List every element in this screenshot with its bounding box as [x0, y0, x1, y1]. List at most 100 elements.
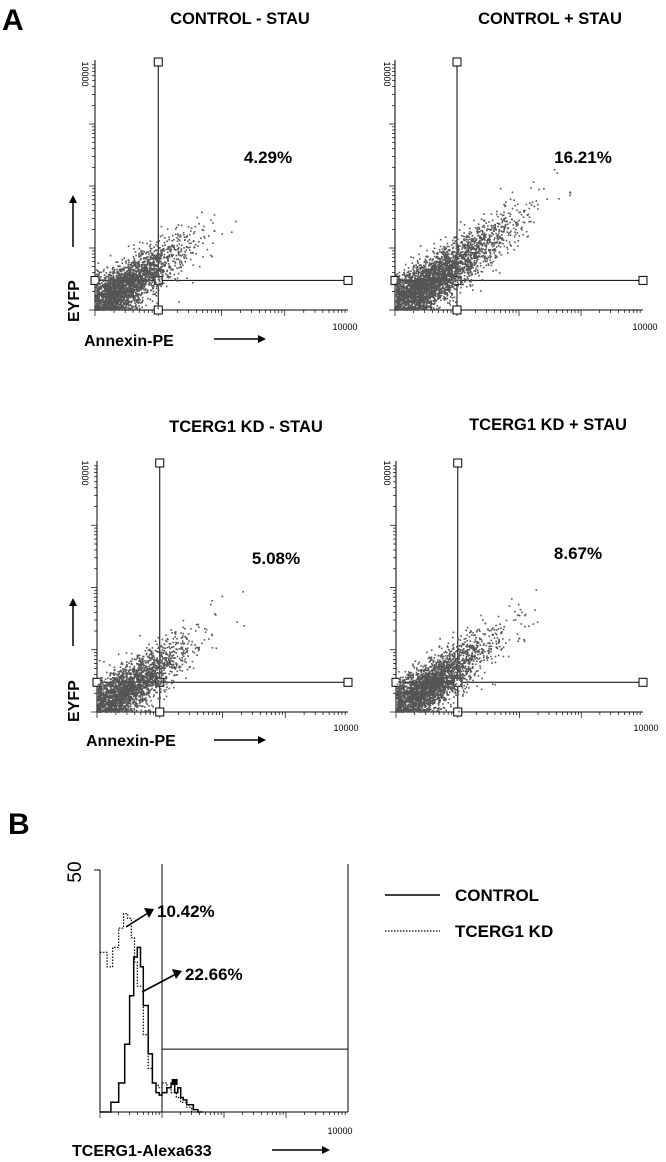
event-dot	[143, 267, 145, 270]
event-dot	[196, 216, 198, 219]
event-dot	[448, 302, 451, 304]
event-dot	[419, 258, 421, 260]
event-dot	[177, 233, 179, 235]
event-dot	[189, 233, 191, 236]
event-dot	[104, 293, 107, 296]
event-dot	[431, 279, 433, 282]
event-dot	[130, 305, 133, 307]
event-dot	[421, 282, 423, 284]
event-dot	[179, 239, 181, 242]
event-dot	[408, 305, 411, 308]
event-dot	[428, 271, 430, 273]
event-dot	[101, 282, 103, 284]
event-dot	[105, 297, 108, 300]
event-dot	[130, 269, 132, 271]
event-dot	[117, 279, 120, 282]
event-dot	[482, 260, 485, 263]
event-dot	[468, 227, 471, 230]
event-dot	[435, 280, 437, 283]
event-dot	[402, 287, 404, 289]
event-dot	[483, 220, 486, 222]
event-dot	[401, 304, 403, 306]
event-dot	[140, 258, 142, 260]
event-dot	[178, 267, 180, 269]
event-dot	[496, 256, 498, 259]
event-dot	[116, 306, 119, 308]
event-dot	[135, 294, 138, 297]
event-dot	[507, 252, 509, 254]
event-dot	[494, 223, 496, 226]
event-dot	[98, 301, 101, 303]
event-dot	[426, 308, 428, 311]
event-dot	[176, 237, 178, 239]
event-dot	[99, 278, 101, 280]
event-dot	[469, 281, 471, 283]
event-dot	[498, 232, 500, 235]
event-dot	[463, 258, 466, 260]
event-dot	[116, 268, 118, 271]
event-dot	[124, 275, 126, 278]
event-dot	[176, 277, 179, 280]
event-dot	[474, 239, 477, 242]
event-dot	[483, 249, 486, 251]
event-dot	[447, 278, 450, 280]
event-dot	[135, 307, 137, 309]
event-dot	[134, 295, 136, 297]
event-dot	[167, 260, 169, 262]
event-dot	[148, 259, 151, 261]
event-dot	[119, 296, 122, 299]
event-dot	[469, 251, 471, 253]
event-dot	[132, 272, 135, 274]
event-dot	[397, 289, 400, 291]
event-dot	[444, 291, 446, 293]
event-dot	[97, 306, 100, 308]
event-dot	[470, 257, 473, 259]
event-dot	[452, 276, 455, 279]
event-dot	[120, 303, 123, 305]
event-dot	[476, 243, 478, 246]
event-dot	[150, 269, 153, 271]
event-dot	[404, 290, 407, 292]
event-dot	[474, 245, 476, 247]
event-dot	[477, 234, 480, 237]
event-dot	[511, 207, 514, 210]
event-dot	[112, 302, 115, 305]
event-dot	[161, 234, 164, 237]
event-dot	[116, 272, 118, 274]
event-dot	[444, 247, 446, 249]
event-dot	[134, 265, 137, 268]
event-dot	[402, 308, 404, 311]
event-dot	[510, 245, 512, 247]
event-dot	[200, 237, 202, 239]
event-dot	[415, 296, 417, 298]
event-dot	[118, 292, 120, 295]
event-dot	[435, 279, 438, 281]
event-dot	[417, 262, 419, 264]
event-dot	[454, 288, 457, 291]
event-dot	[154, 283, 156, 285]
event-dot	[109, 291, 111, 293]
event-dot	[177, 254, 180, 256]
event-dot	[423, 277, 426, 279]
event-dot	[171, 244, 174, 246]
event-dot	[148, 245, 151, 248]
event-dot	[190, 242, 192, 245]
event-dot	[122, 278, 124, 280]
event-dot	[138, 252, 140, 255]
event-dot	[433, 263, 436, 265]
event-dot	[109, 294, 111, 296]
event-dot	[173, 273, 176, 276]
event-dot	[399, 301, 402, 303]
event-dot	[446, 245, 449, 248]
event-dot	[193, 246, 196, 249]
event-dot	[110, 296, 113, 298]
event-dot	[470, 271, 472, 273]
event-dot	[405, 275, 407, 278]
event-dot	[149, 249, 152, 252]
event-dot	[433, 300, 435, 302]
event-dot	[171, 239, 173, 242]
event-dot	[154, 280, 156, 282]
event-dot	[113, 308, 115, 310]
event-dot	[447, 271, 449, 273]
event-dot	[495, 241, 497, 244]
